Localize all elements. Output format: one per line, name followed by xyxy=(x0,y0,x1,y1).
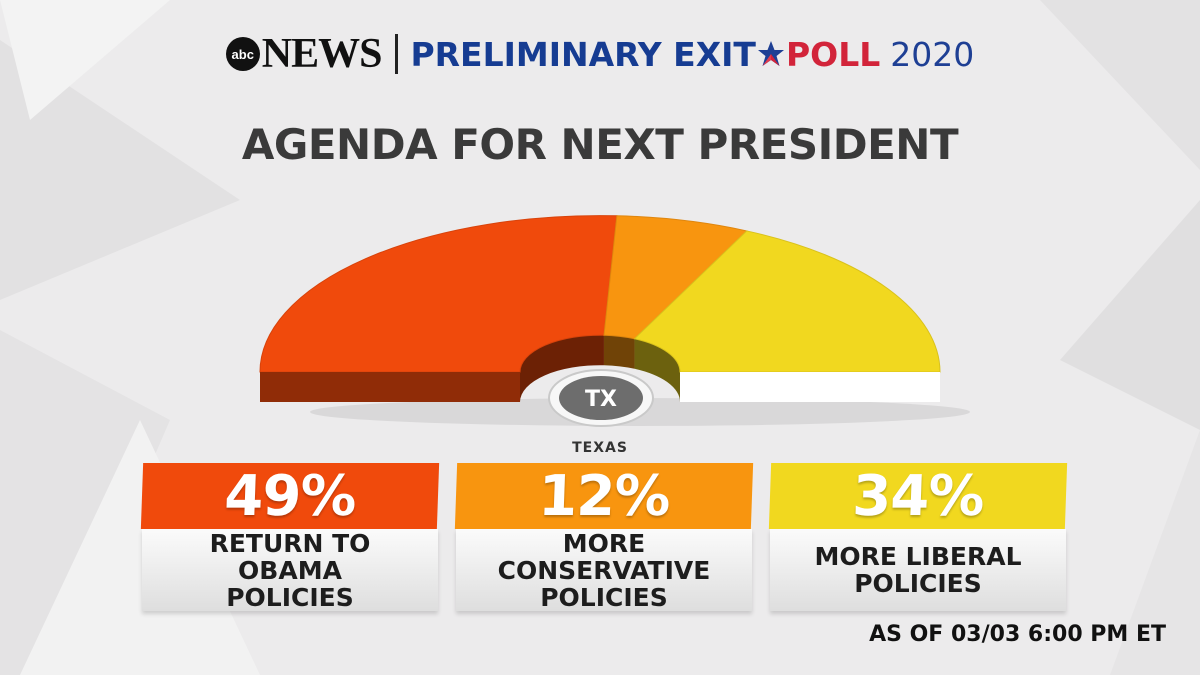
header-divider xyxy=(395,34,399,74)
gauge-segment-inner xyxy=(634,338,680,402)
timestamp: AS OF 03/03 6:00 PM ET xyxy=(869,622,1166,647)
star-icon xyxy=(757,41,784,66)
abc-logo: abc xyxy=(225,37,260,71)
gauge-segment-inner xyxy=(603,335,635,369)
poll-title-right: POLL xyxy=(785,34,881,74)
poll-year: 2020 xyxy=(890,34,975,74)
result-label: RETURN TO OBAMA POLICIES xyxy=(142,529,438,611)
result-label: MORE CONSERVATIVE POLICIES xyxy=(456,529,752,611)
result-card-0: 49% RETURN TO OBAMA POLICIES xyxy=(140,463,440,611)
header: abc NEWS PRELIMINARY EXIT POLL 2020 xyxy=(0,26,1200,82)
state-abbr: TX xyxy=(585,387,617,412)
result-label-line: OBAMA xyxy=(238,555,342,585)
gauge-segment-inner xyxy=(520,335,604,402)
result-label-line: MORE LIBERAL xyxy=(814,542,1022,571)
poll-title: PRELIMINARY EXIT POLL 2020 xyxy=(410,35,974,74)
result-card-1: 12% MORE CONSERVATIVE POLICIES xyxy=(454,463,754,611)
result-percentage: 12% xyxy=(454,463,754,529)
result-percentage: 49% xyxy=(140,463,440,529)
gauge-segment-2 xyxy=(633,230,941,373)
state-badge: TX xyxy=(548,369,654,427)
result-label-line: RETURN TO xyxy=(209,528,371,558)
chart-title: AGENDA FOR NEXT PRESIDENT xyxy=(241,120,959,169)
result-card-2: 34% MORE LIBERAL POLICIES xyxy=(768,463,1068,611)
result-percentage: 34% xyxy=(768,463,1068,529)
state-name: TEXAS xyxy=(572,440,628,456)
gauge-endcap-left xyxy=(260,372,520,402)
result-label: MORE LIBERAL POLICIES xyxy=(770,529,1066,611)
gauge-endcap-right xyxy=(680,372,940,402)
result-label-line: MORE xyxy=(562,528,646,558)
gauge-segment-0 xyxy=(259,215,618,373)
result-label-line: POLICIES xyxy=(540,582,668,612)
result-label-line: POLICIES xyxy=(854,569,982,598)
result-label-line: CONSERVATIVE xyxy=(497,555,711,585)
result-label-line: POLICIES xyxy=(226,582,354,612)
poll-title-left: PRELIMINARY EXIT xyxy=(410,34,756,74)
network-name: NEWS xyxy=(261,31,383,77)
